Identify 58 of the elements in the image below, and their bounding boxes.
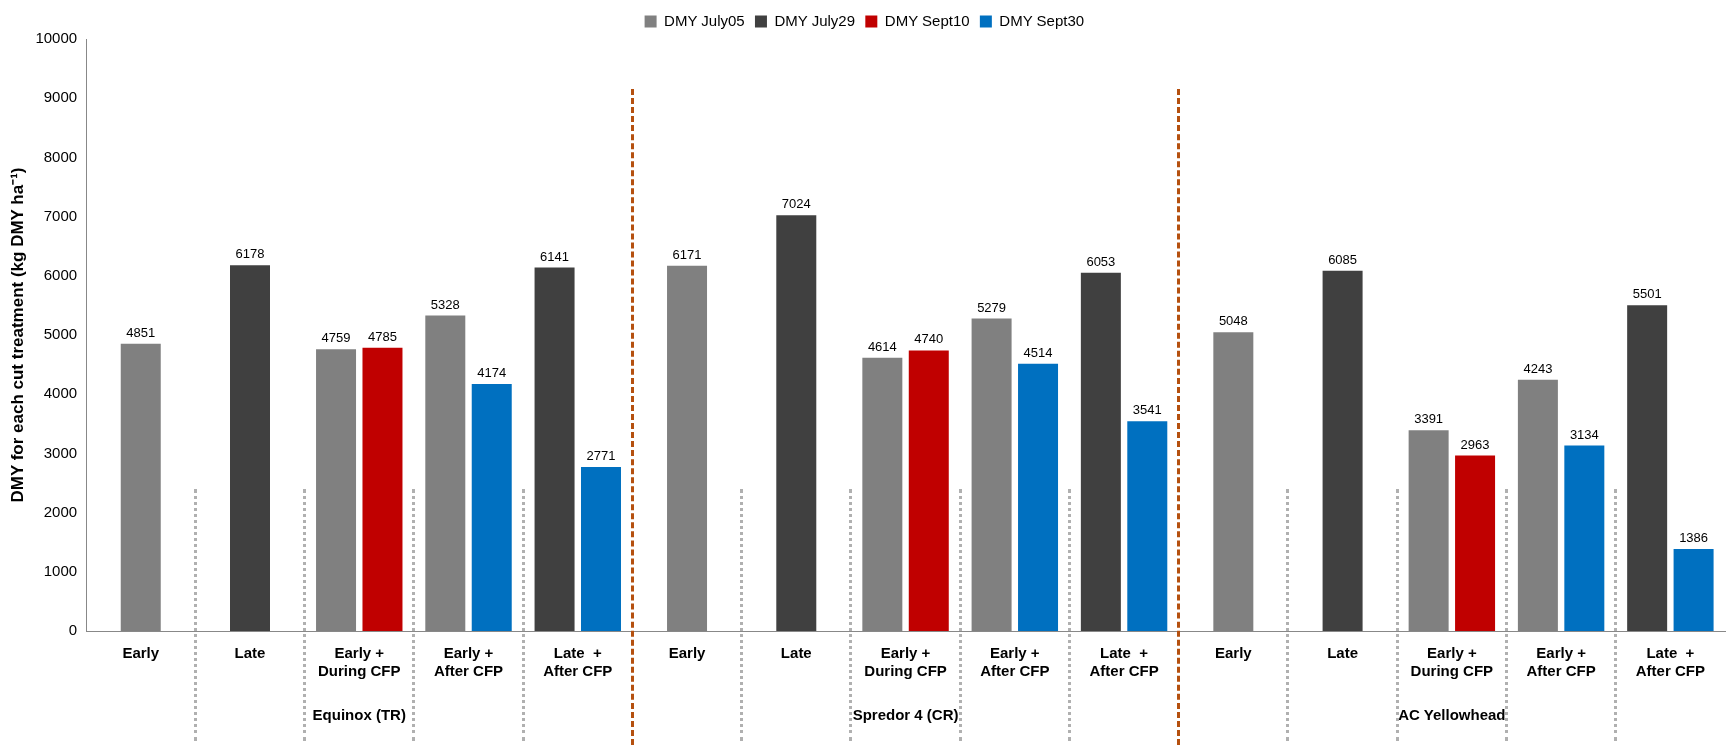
x-tick-label: Early — [668, 644, 707, 662]
y-tick-label: 6000 — [43, 265, 78, 283]
x-tick-label: Late + After CFP — [543, 644, 613, 680]
data-label: 4759 — [321, 330, 351, 346]
x-tick-label: Early — [122, 644, 160, 662]
data-label: 3541 — [1132, 402, 1162, 418]
y-tick-label: 2000 — [43, 502, 78, 520]
y-tick-label: 3000 — [43, 443, 78, 461]
legend-label: DMY July05 — [664, 11, 745, 29]
data-label: 6141 — [540, 248, 570, 264]
data-label: 5328 — [430, 296, 460, 312]
data-label: 1386 — [1679, 530, 1709, 546]
data-label: 4243 — [1523, 360, 1553, 376]
x-tick-label: Late + After CFP — [1635, 644, 1705, 680]
y-tick-label: 5000 — [43, 325, 78, 343]
data-label: 4785 — [368, 328, 397, 344]
data-label: 5048 — [1218, 313, 1248, 329]
data-label: 5279 — [977, 299, 1007, 315]
data-label: 4851 — [126, 324, 156, 340]
x-tick-label: Early + During CFP — [864, 644, 947, 680]
x-tick-label: Early + During CFP — [318, 644, 401, 680]
data-label: 4514 — [1023, 344, 1053, 360]
text: AC Yellowhead — [1398, 706, 1506, 724]
y-tick-label: 8000 — [43, 147, 78, 165]
data-label: 7024 — [781, 196, 811, 212]
legend-label: DMY Sept30 — [999, 11, 1085, 29]
y-tick-label: 0 — [68, 621, 78, 639]
x-tick-label: Early + During CFP — [1410, 644, 1494, 680]
data-label: 4174 — [477, 364, 507, 380]
data-label: 4740 — [914, 331, 944, 347]
data-label: 5501 — [1632, 286, 1662, 302]
x-tick-label: Early + After CFP — [980, 644, 1050, 680]
y-tick-label: 1000 — [43, 561, 78, 579]
data-label: 3134 — [1569, 426, 1599, 442]
y-tick-label: 10000 — [35, 29, 78, 47]
legend-label: DMY July29 — [774, 11, 856, 29]
x-tick-label: Early — [1214, 644, 1253, 662]
legend-label: DMY Sept10 — [884, 11, 970, 29]
x-tick-label: Early + After CFP — [433, 644, 504, 680]
data-label: 3391 — [1414, 411, 1444, 427]
data-label: 4614 — [867, 338, 897, 354]
y-tick-label: 4000 — [43, 384, 78, 402]
x-tick-label: Early + After CFP — [1526, 644, 1596, 680]
y-tick-label: 9000 — [43, 88, 78, 106]
data-label: 6085 — [1328, 251, 1358, 267]
data-label: 6053 — [1086, 253, 1116, 269]
x-tick-label: Late + After CFP — [1089, 644, 1159, 680]
text: Equinox (TR) — [312, 706, 406, 724]
x-tick-label: Late — [234, 644, 266, 662]
x-tick-label: Late — [1327, 644, 1359, 662]
text: Spredor 4 (CR) — [852, 706, 959, 724]
data-label: 2963 — [1460, 436, 1490, 452]
data-label: 2771 — [586, 448, 616, 464]
y-tick-label: 7000 — [43, 206, 78, 224]
y-axis-title: DMY for each cut treatment (kg DMY ha⁻¹) — [7, 167, 27, 503]
data-label: 6171 — [672, 246, 702, 262]
x-tick-label: Late — [780, 644, 812, 662]
data-label: 6178 — [235, 246, 265, 262]
